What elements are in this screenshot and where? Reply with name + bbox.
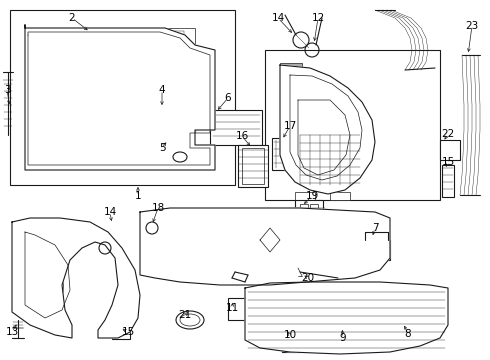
Bar xyxy=(112,325,130,339)
Text: 16: 16 xyxy=(235,131,248,141)
Bar xyxy=(330,192,350,200)
Text: 17: 17 xyxy=(283,121,296,131)
Bar xyxy=(440,140,460,160)
Bar xyxy=(152,31,166,47)
Polygon shape xyxy=(280,65,375,194)
Bar xyxy=(282,330,300,352)
Text: 19: 19 xyxy=(305,191,318,201)
Bar xyxy=(368,248,386,258)
Bar xyxy=(403,319,419,331)
Bar xyxy=(38,32,70,54)
Text: 2: 2 xyxy=(69,13,75,23)
Bar xyxy=(265,50,440,200)
Bar xyxy=(294,304,318,335)
Text: 15: 15 xyxy=(122,327,135,337)
Bar xyxy=(400,316,422,334)
Bar xyxy=(210,110,262,145)
Bar xyxy=(295,192,315,200)
Bar xyxy=(258,300,283,334)
Polygon shape xyxy=(25,25,215,170)
Text: 12: 12 xyxy=(311,13,325,23)
Bar xyxy=(300,204,308,212)
Bar xyxy=(442,165,454,197)
Bar xyxy=(238,145,268,187)
Text: 20: 20 xyxy=(301,273,315,283)
Text: 21: 21 xyxy=(178,310,192,320)
Text: 3: 3 xyxy=(4,85,10,95)
Bar xyxy=(170,31,184,47)
Bar xyxy=(228,298,246,320)
Bar xyxy=(116,31,130,47)
Bar xyxy=(95,28,195,50)
Bar xyxy=(28,262,63,292)
Bar xyxy=(134,31,148,47)
Bar xyxy=(362,240,390,260)
Text: 5: 5 xyxy=(159,143,165,153)
Bar xyxy=(295,200,323,218)
Text: 1: 1 xyxy=(135,191,141,201)
Ellipse shape xyxy=(176,311,204,329)
Bar xyxy=(258,298,286,336)
Bar xyxy=(338,325,356,347)
Text: 18: 18 xyxy=(151,203,165,213)
Bar xyxy=(98,31,112,47)
Bar xyxy=(242,148,264,184)
Text: 13: 13 xyxy=(5,327,19,337)
Bar xyxy=(148,113,158,128)
Text: 4: 4 xyxy=(159,85,165,95)
Text: 15: 15 xyxy=(441,157,455,167)
Bar xyxy=(292,302,320,337)
Bar xyxy=(38,54,70,62)
Bar xyxy=(10,10,235,185)
Text: 14: 14 xyxy=(103,207,117,217)
Text: 22: 22 xyxy=(441,129,455,139)
Text: 14: 14 xyxy=(271,13,285,23)
Text: 11: 11 xyxy=(225,303,239,313)
Text: 23: 23 xyxy=(466,21,479,31)
Text: 9: 9 xyxy=(340,333,346,343)
Text: 10: 10 xyxy=(283,330,296,340)
Text: 6: 6 xyxy=(225,93,231,103)
Bar xyxy=(340,327,354,345)
Bar xyxy=(272,138,300,170)
Bar xyxy=(310,204,318,212)
Polygon shape xyxy=(140,208,390,285)
Text: 7: 7 xyxy=(372,223,378,233)
Bar xyxy=(280,63,302,75)
Polygon shape xyxy=(12,218,140,338)
Ellipse shape xyxy=(173,152,187,162)
Bar xyxy=(155,110,195,132)
Polygon shape xyxy=(245,282,448,354)
Text: 8: 8 xyxy=(405,329,411,339)
